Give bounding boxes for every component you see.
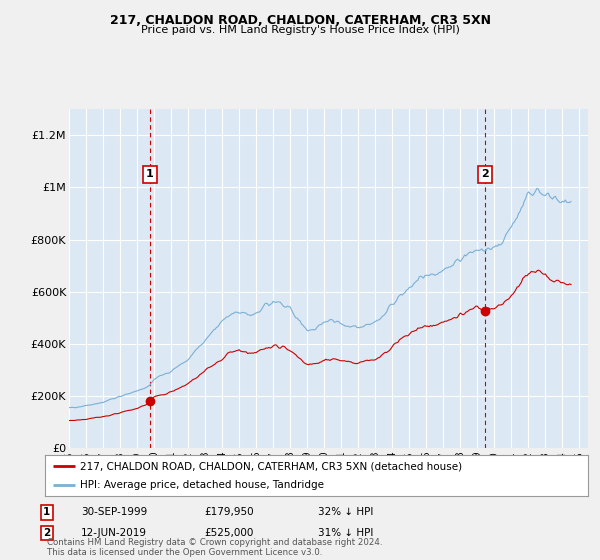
Text: 217, CHALDON ROAD, CHALDON, CATERHAM, CR3 5XN (detached house): 217, CHALDON ROAD, CHALDON, CATERHAM, CR… [80,461,463,471]
Text: Contains HM Land Registry data © Crown copyright and database right 2024.
This d: Contains HM Land Registry data © Crown c… [47,538,382,557]
Text: Price paid vs. HM Land Registry's House Price Index (HPI): Price paid vs. HM Land Registry's House … [140,25,460,35]
Text: 12-JUN-2019: 12-JUN-2019 [81,528,147,538]
Text: 1: 1 [43,507,50,517]
Text: 2: 2 [481,169,489,179]
Text: 1: 1 [146,169,154,179]
Text: 31% ↓ HPI: 31% ↓ HPI [318,528,373,538]
Text: 2: 2 [43,528,50,538]
Text: £179,950: £179,950 [204,507,254,517]
Text: 32% ↓ HPI: 32% ↓ HPI [318,507,373,517]
Text: £525,000: £525,000 [204,528,253,538]
Text: HPI: Average price, detached house, Tandridge: HPI: Average price, detached house, Tand… [80,480,324,489]
Text: 30-SEP-1999: 30-SEP-1999 [81,507,147,517]
Text: 217, CHALDON ROAD, CHALDON, CATERHAM, CR3 5XN: 217, CHALDON ROAD, CHALDON, CATERHAM, CR… [110,14,491,27]
